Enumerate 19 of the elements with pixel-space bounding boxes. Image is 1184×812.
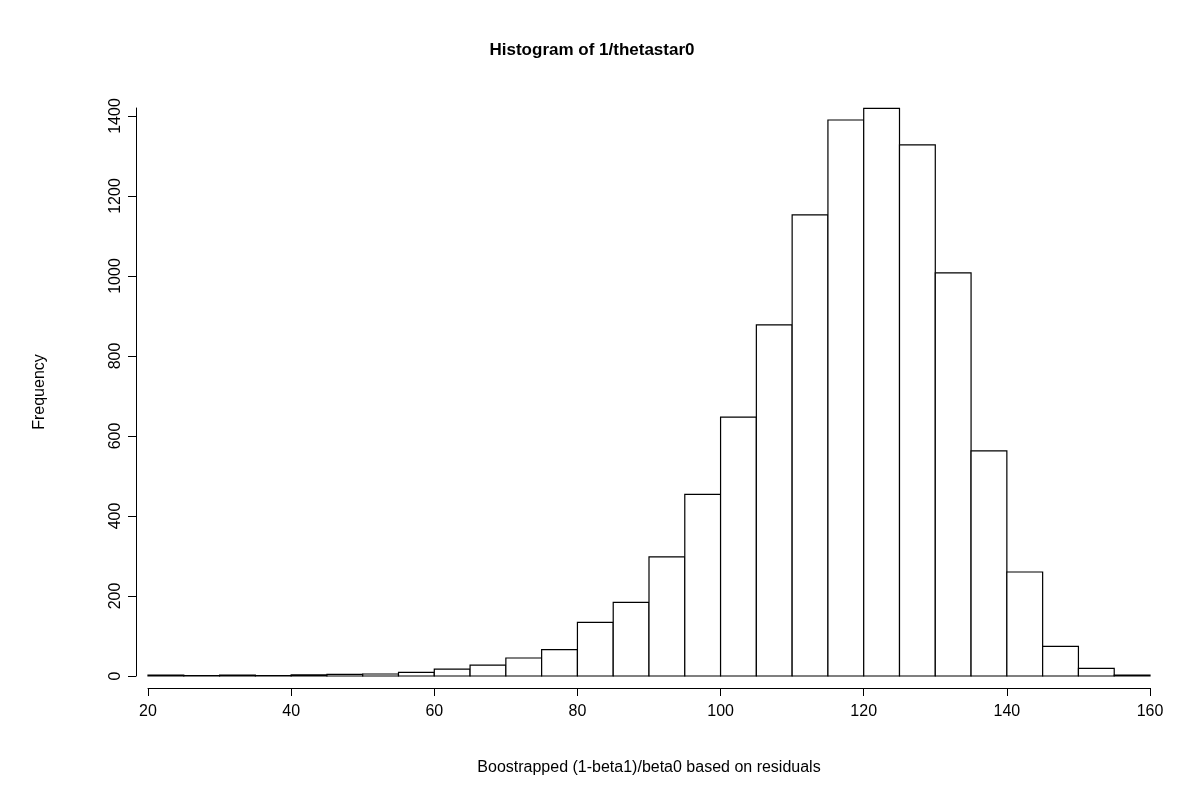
y-tick-label: 400: [105, 502, 123, 530]
x-tick-label: 100: [707, 701, 735, 719]
x-tick-label: 20: [139, 701, 157, 719]
y-tick-label: 800: [105, 342, 123, 370]
y-tick-label: 1200: [105, 178, 123, 214]
x-tick-label: 80: [568, 701, 587, 719]
y-tick-label: 600: [105, 422, 123, 450]
y-tick-label: 1400: [105, 98, 123, 134]
x-tick-label: 160: [1136, 701, 1164, 719]
y-tick-label: 200: [105, 582, 123, 610]
x-tick-label: 60: [425, 701, 444, 719]
chart-title: Histogram of 1/thetastar0: [489, 40, 695, 59]
x-tick-label: 140: [993, 701, 1021, 719]
y-tick-label: 0: [105, 671, 123, 681]
x-tick-label: 120: [850, 701, 878, 719]
y-axis-title: Frequency: [29, 354, 47, 430]
x-tick-label: 40: [282, 701, 301, 719]
x-axis-title: Boostrapped (1-beta1)/beta0 based on residuals: [477, 757, 821, 775]
y-tick-label: 1000: [105, 258, 123, 294]
